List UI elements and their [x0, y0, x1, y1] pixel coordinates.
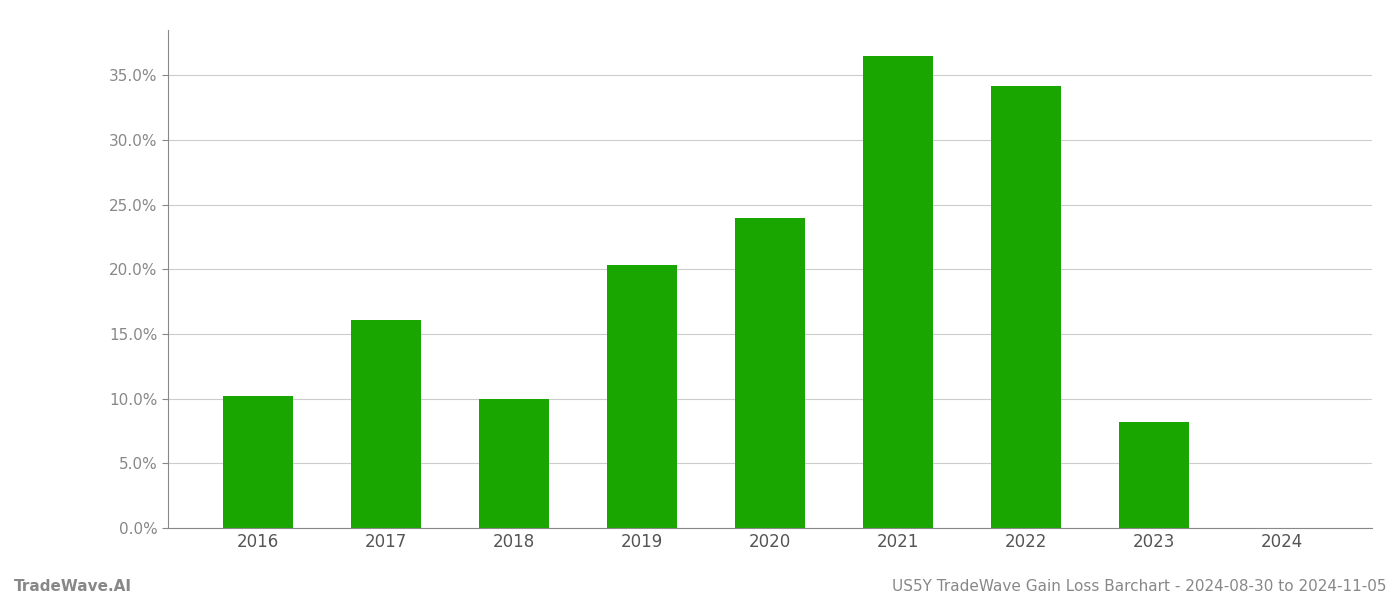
Bar: [991, 86, 1061, 528]
Bar: [351, 320, 421, 528]
Bar: [862, 56, 934, 528]
Bar: [1119, 422, 1189, 528]
Bar: [223, 396, 293, 528]
Text: US5Y TradeWave Gain Loss Barchart - 2024-08-30 to 2024-11-05: US5Y TradeWave Gain Loss Barchart - 2024…: [892, 579, 1386, 594]
Text: TradeWave.AI: TradeWave.AI: [14, 579, 132, 594]
Bar: [735, 218, 805, 528]
Bar: [606, 265, 678, 528]
Bar: [479, 398, 549, 528]
